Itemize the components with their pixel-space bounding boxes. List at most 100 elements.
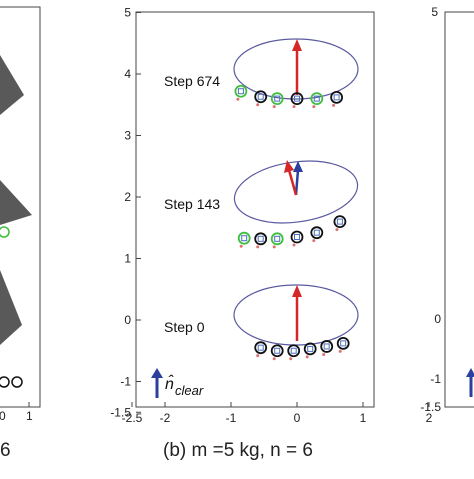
center-panel: 5 4 3 2 1 0 -1 -1.5-2.5 -2 -1 0 1 2 Step 674 Step 143… [110, 6, 432, 426]
leg-foot-point [320, 340, 334, 353]
leg-foot-square [274, 235, 281, 242]
leg-foot-square [257, 93, 264, 100]
center-caption: (b) m =5 kg, n = 6 [163, 440, 313, 461]
x-tick-label: 1 [360, 411, 367, 425]
workspace-ellipse [233, 38, 359, 100]
step-label: Step 143 [164, 196, 220, 212]
step-label: Step 0 [164, 319, 205, 335]
step-label: Step 674 [164, 73, 220, 89]
legend-subscript: clear [175, 383, 204, 398]
right-y-tick-label: -1.5 [420, 400, 441, 414]
leg-foot-dot [312, 239, 316, 243]
right-y-tick-label: 0 [434, 312, 441, 326]
leg-foot-point [287, 344, 301, 358]
normal-arrow-head [292, 39, 302, 51]
leg-foot-dot [335, 228, 339, 232]
leg-foot-dot [239, 244, 243, 248]
left-marker [0, 376, 10, 388]
leg-foot-point [336, 336, 350, 350]
leg-foot-point [310, 92, 324, 105]
clear-arrow [294, 169, 300, 196]
left-panel: 0 1 [0, 6, 41, 423]
leg-foot-square [323, 343, 330, 350]
leg-foot-point [310, 226, 324, 240]
y-tick-label: 4 [124, 67, 131, 81]
leg-foot-point [254, 90, 268, 104]
y-tick-label: 3 [124, 129, 131, 143]
leg-foot-dot [292, 243, 296, 247]
leg-foot-dot [256, 103, 260, 107]
left-triangle-middle [0, 180, 32, 225]
leg-foot-point [333, 215, 347, 229]
leg-foot-point [237, 231, 251, 245]
leg-foot-point [270, 232, 284, 246]
legend-symbol: n̂ [165, 373, 174, 393]
leg-foot-square [307, 345, 314, 352]
leg-foot-square [340, 340, 347, 347]
y-tick-label: 2 [124, 190, 131, 204]
leg-foot-point [330, 90, 344, 104]
leg-foot-square [257, 344, 264, 351]
x-tick-label: -2 [160, 411, 171, 425]
center-points [234, 84, 350, 361]
center-panel-frame [135, 11, 375, 408]
normal-arrow-head [284, 160, 294, 173]
right-panel-frame [444, 11, 474, 408]
leg-foot-square [336, 218, 343, 225]
left-x-tick-label: 1 [26, 409, 33, 423]
y-tick-label: 5 [124, 6, 131, 20]
right-y-tick-label: -1 [430, 372, 441, 386]
leg-foot-square [313, 229, 320, 236]
x-tick-label: -2.5 [122, 411, 143, 425]
normal-arrow [287, 169, 298, 196]
center-steps: Step 674 Step 143 Step 0 [164, 38, 359, 346]
clear-direction-legend: n̂ clear [151, 368, 204, 398]
leg-foot-square [274, 95, 281, 102]
leg-foot-dot [256, 245, 260, 249]
clear-arrow-head [151, 368, 163, 378]
x-tick-label: 0 [294, 411, 301, 425]
right-y-tick-label: 5 [431, 5, 438, 19]
center-axis-ticks: 5 4 3 2 1 0 -1 -1.5-2.5 -2 -1 0 1 2 [110, 6, 432, 426]
leg-foot-square [241, 235, 248, 242]
left-marker [0, 226, 10, 238]
y-tick-label: -1 [120, 375, 131, 389]
leg-foot-point [290, 92, 304, 105]
leg-foot-square [313, 95, 320, 102]
y-tick-label: 1 [124, 252, 131, 266]
leg-foot-square [294, 95, 300, 102]
leg-foot-dot [236, 97, 240, 101]
leg-foot-dot [289, 357, 293, 361]
leg-foot-dot [272, 105, 276, 109]
normal-arrow-head [292, 285, 302, 297]
leg-foot-dot [305, 355, 309, 359]
leg-foot-square [257, 235, 264, 242]
leg-foot-dot [256, 354, 260, 358]
y-tick-label: -1.5 [110, 405, 131, 419]
leg-foot-square [333, 94, 340, 101]
workspace-ellipse [233, 160, 359, 224]
leg-foot-dot [338, 349, 342, 353]
leg-foot-dot [322, 352, 326, 356]
leg-foot-dot [312, 105, 316, 109]
leg-foot-point [290, 230, 304, 244]
left-x-tick-label: 0 [0, 409, 6, 423]
leg-foot-square [274, 347, 281, 354]
leg-foot-point [254, 232, 268, 246]
right-clear-arrow-head [466, 368, 474, 377]
leg-foot-point [254, 341, 268, 355]
leg-foot-point [303, 342, 317, 356]
x-tick-label: 2 [426, 411, 433, 425]
leg-foot-point [270, 344, 284, 358]
left-marker [11, 376, 23, 388]
leg-foot-dot [272, 245, 276, 249]
left-panel-frame [0, 6, 41, 408]
leg-foot-square [290, 347, 297, 354]
leg-foot-square [294, 233, 300, 240]
leg-foot-point [270, 92, 284, 105]
right-panel: 5 0 -1 -1.5 [420, 5, 474, 414]
leg-foot-point [234, 84, 248, 98]
leg-foot-dot [272, 357, 276, 361]
